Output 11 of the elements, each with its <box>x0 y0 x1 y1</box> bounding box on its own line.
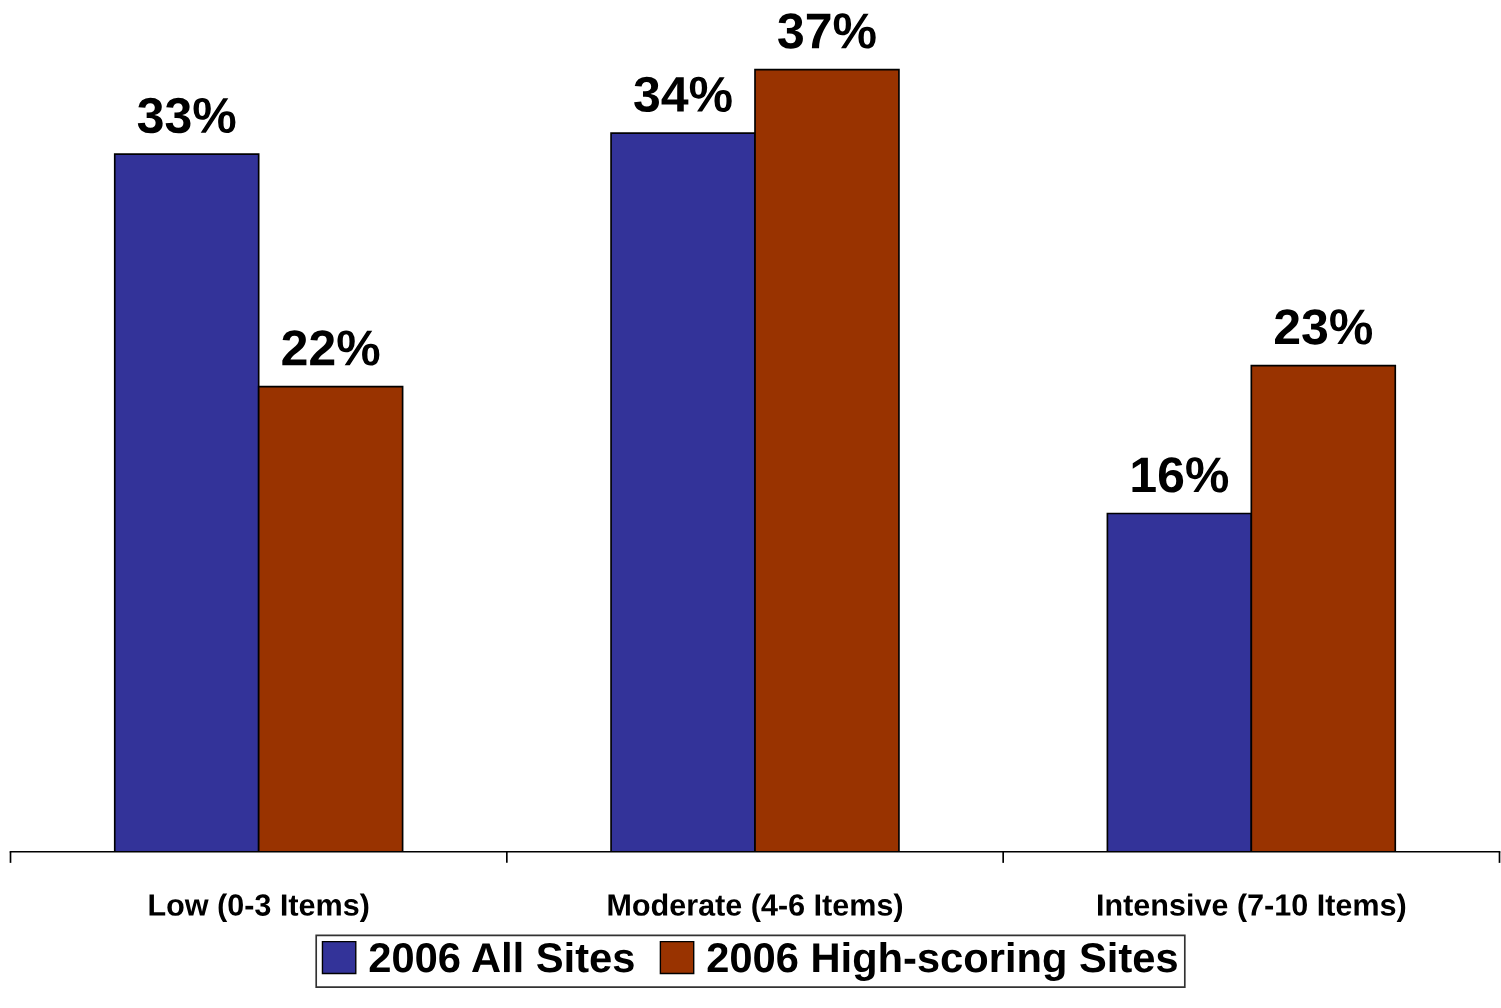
legend-label: 2006 All Sites <box>369 941 634 973</box>
data-label: 33% <box>137 97 236 134</box>
data-label: 22% <box>282 330 380 366</box>
data-label: 34% <box>634 76 732 113</box>
x-tick-label: Moderate (4-6 Items) <box>608 893 903 922</box>
legend-label: 2006 High-scoring Sites <box>707 941 1177 981</box>
x-tick-label: Low (0-3 Items) <box>149 893 369 922</box>
data-label: 16% <box>1132 457 1229 493</box>
x-tick-label: Intensive (7-10 Items) <box>1098 893 1406 922</box>
data-label: 37% <box>778 13 876 49</box>
data-label: 23% <box>1275 309 1373 345</box>
